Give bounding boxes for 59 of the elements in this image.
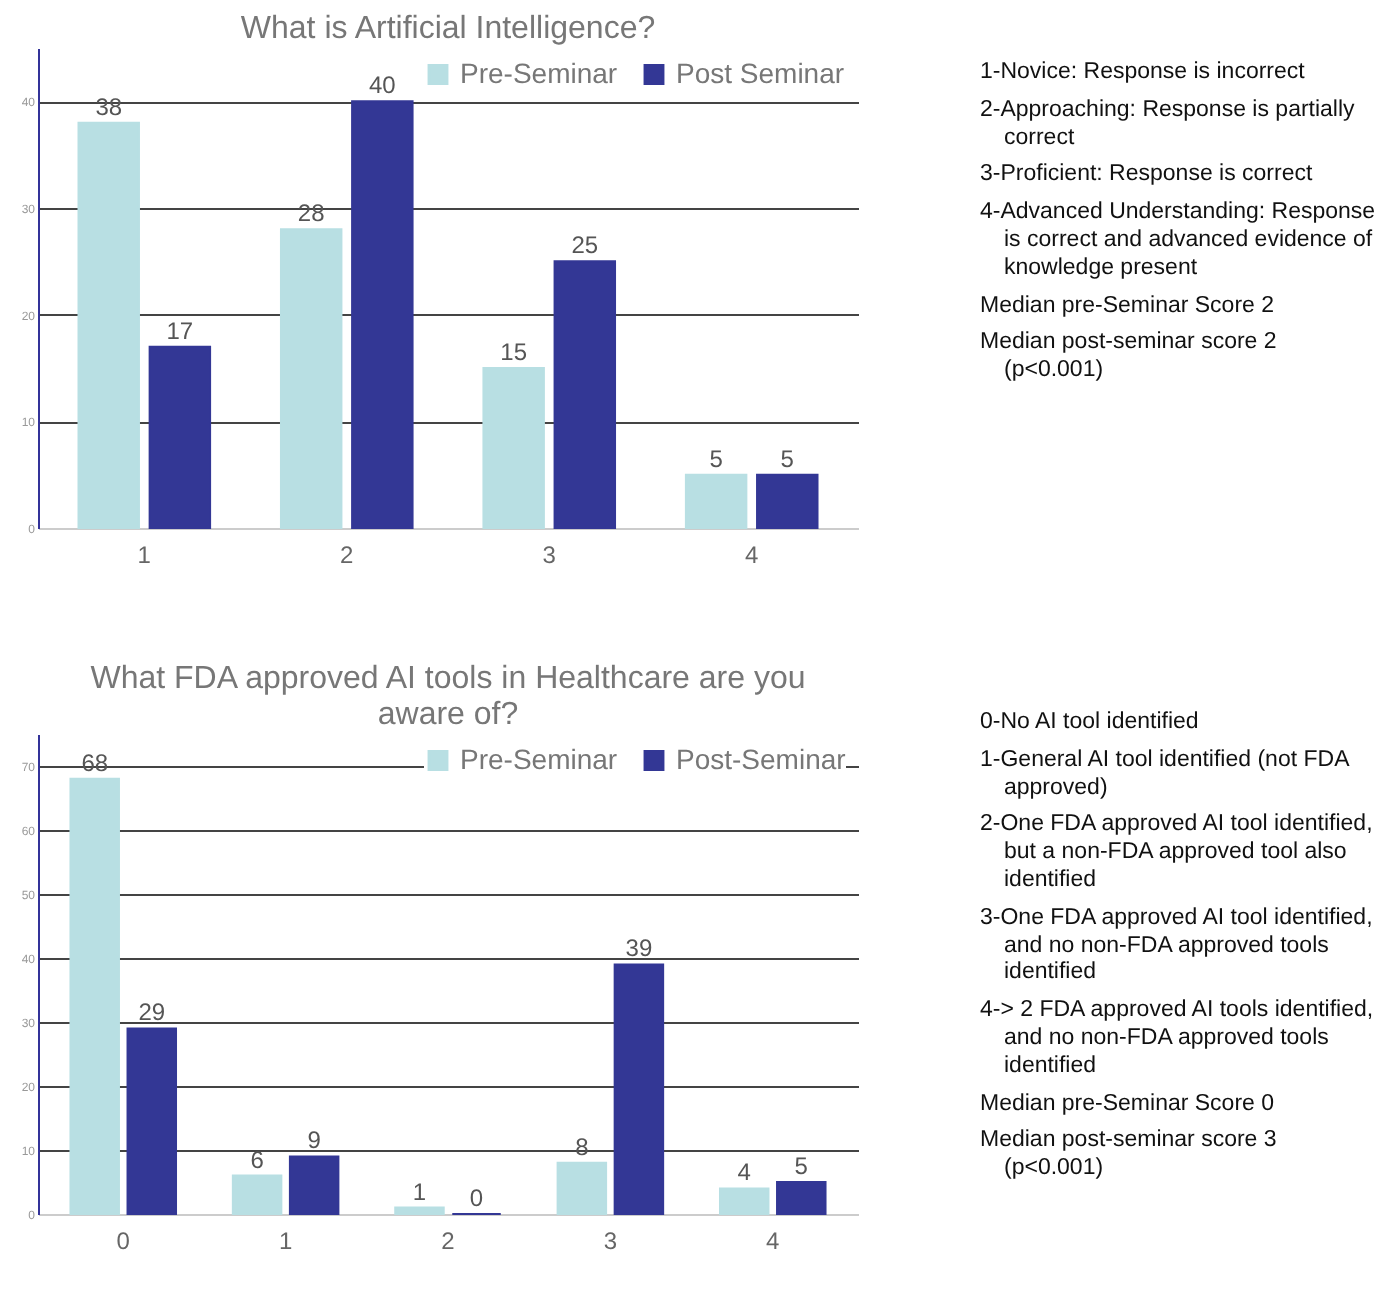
legend-label: Post Seminar — [676, 56, 845, 89]
data-label: 0 — [469, 1184, 484, 1212]
bar — [279, 228, 343, 529]
text: Median post-seminar score 3 (p<0.001) — [980, 1128, 1279, 1184]
data-label: 5 — [709, 444, 724, 473]
bar — [394, 1206, 445, 1215]
bar — [148, 345, 212, 529]
data-label: 9 — [307, 1126, 322, 1155]
x-tick-label: 4 — [745, 541, 760, 569]
bar — [718, 1187, 770, 1215]
bar — [482, 367, 545, 529]
data-label: 15 — [500, 338, 528, 366]
bar — [126, 1027, 178, 1215]
legend-label: Pre-Seminar — [460, 56, 618, 89]
bar — [684, 473, 748, 529]
bar — [288, 1155, 340, 1215]
x-tick-label: 2 — [441, 1227, 456, 1255]
bar — [69, 777, 120, 1215]
chart-title: What is Artificial Intelligence? — [240, 12, 656, 46]
bar — [776, 1181, 827, 1215]
bar — [613, 963, 665, 1215]
x-tick-label: 0 — [116, 1227, 131, 1255]
text: 2-Approaching: Response is partially correct — [980, 97, 1357, 153]
data-label: 4 — [737, 1158, 752, 1187]
text: 3-Proficient: Response is correct — [980, 162, 1315, 191]
text: 1-General AI tool identified (not FDA approved) — [980, 747, 1352, 803]
text: Median pre-Seminar Score 2 — [980, 293, 1277, 321]
text: 3-One FDA approved AI tool identified, and no non-FDA approved tools identified — [980, 905, 1375, 989]
bar — [756, 473, 819, 529]
bar — [553, 260, 617, 529]
text: Median pre-Seminar Score 0 — [980, 1091, 1277, 1119]
text: 1-Novice: Response is incorrect — [980, 60, 1307, 88]
data-label: 5 — [780, 444, 795, 473]
bar — [351, 100, 414, 529]
bar — [77, 121, 140, 529]
x-tick-label: 3 — [603, 1227, 618, 1255]
data-label: 40 — [368, 71, 397, 100]
data-label: 25 — [571, 231, 599, 260]
legend-label: Pre-Seminar — [460, 742, 618, 775]
x-tick-label: 2 — [340, 541, 355, 569]
chart-title: What FDA approved AI tools in Healthcare are you aware of? — [90, 662, 806, 732]
data-label: 5 — [794, 1152, 809, 1180]
text: 4-> 2 FDA approved AI tools identified, and no non-FDA approved tools identified — [980, 998, 1376, 1082]
x-tick-label: 1 — [278, 1227, 293, 1255]
bar — [231, 1174, 283, 1215]
text: 0-No AI tool identified — [980, 710, 1201, 738]
data-label: 6 — [250, 1145, 265, 1174]
x-tick-label: 4 — [766, 1227, 781, 1255]
x-tick-label: 3 — [542, 541, 557, 569]
text: 2-One FDA approved AI tool identified, but a non-FDA approved tool also identified — [980, 812, 1375, 896]
bar — [556, 1161, 608, 1215]
legend-label: Post-Seminar — [676, 742, 847, 775]
text: Median post-seminar score 2 (p<0.001) — [980, 330, 1279, 386]
data-label: 17 — [166, 316, 194, 345]
data-label: 29 — [138, 998, 166, 1027]
text: 4-Advanced Understanding: Response is correct and advanced evidence of knowledge present — [980, 200, 1378, 284]
x-tick-label: 1 — [137, 541, 152, 569]
data-label: 39 — [625, 934, 653, 963]
data-label: 1 — [412, 1177, 427, 1206]
